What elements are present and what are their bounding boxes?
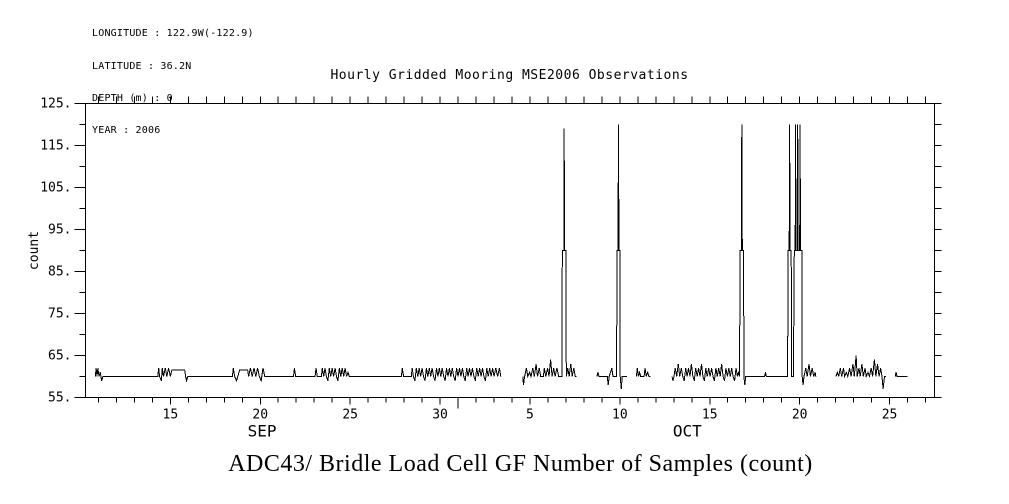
svg-text:55.: 55. <box>48 391 71 406</box>
y-axis-title: count <box>27 231 42 270</box>
svg-text:5: 5 <box>526 408 534 423</box>
svg-text:OCT: OCT <box>673 422 702 441</box>
svg-text:75.: 75. <box>48 307 71 322</box>
svg-text:15: 15 <box>702 408 718 423</box>
svg-text:105.: 105. <box>40 181 71 196</box>
month-labels: SEP OCT <box>248 422 702 441</box>
metadata-latitude: LATITUDE : 36.2N <box>92 60 192 72</box>
svg-text:30: 30 <box>432 408 448 423</box>
metadata-depth: DEPTH (m) : 0 <box>92 92 173 104</box>
data-line <box>522 128 577 385</box>
plot-frame <box>85 103 935 398</box>
y-tick-labels: 125. 115. 105. 95. 85. 75. 65. 55. <box>40 97 71 406</box>
right-axis-ticks <box>934 103 942 398</box>
bottom-title: ADC43/ Bridle Load Cell GF Number of Sam… <box>228 451 813 477</box>
svg-text:20: 20 <box>792 408 808 423</box>
x-axis-ticks <box>97 397 927 409</box>
data-line <box>596 124 627 390</box>
data-line <box>835 355 886 390</box>
svg-text:25: 25 <box>882 408 898 423</box>
svg-text:10: 10 <box>612 408 628 423</box>
metadata-block: LONGITUDE : 122.9W(-122.9) LATITUDE : 36… <box>92 8 254 158</box>
data-line <box>635 368 651 377</box>
svg-text:15: 15 <box>163 408 179 423</box>
svg-text:125.: 125. <box>40 97 71 112</box>
data-line <box>94 367 502 383</box>
top-axis-ticks <box>97 96 927 104</box>
data-line <box>894 372 908 377</box>
svg-text:SEP: SEP <box>248 422 277 441</box>
metadata-longitude: LONGITUDE : 122.9W(-122.9) <box>92 28 254 40</box>
chart-title: Hourly Gridded Mooring MSE2006 Observati… <box>330 68 689 83</box>
metadata-year: YEAR : 2006 <box>92 124 161 136</box>
svg-text:95.: 95. <box>48 223 71 238</box>
svg-text:20: 20 <box>252 408 268 423</box>
y-axis-ticks <box>74 103 86 398</box>
svg-text:85.: 85. <box>48 265 71 280</box>
data-line <box>671 124 817 385</box>
x-tick-labels: 15 20 25 30 5 10 15 20 25 <box>163 408 898 423</box>
svg-text:115.: 115. <box>40 139 71 154</box>
data-series <box>94 124 908 390</box>
svg-text:count: count <box>27 231 42 270</box>
svg-text:25: 25 <box>342 408 358 423</box>
svg-text:65.: 65. <box>48 349 71 364</box>
